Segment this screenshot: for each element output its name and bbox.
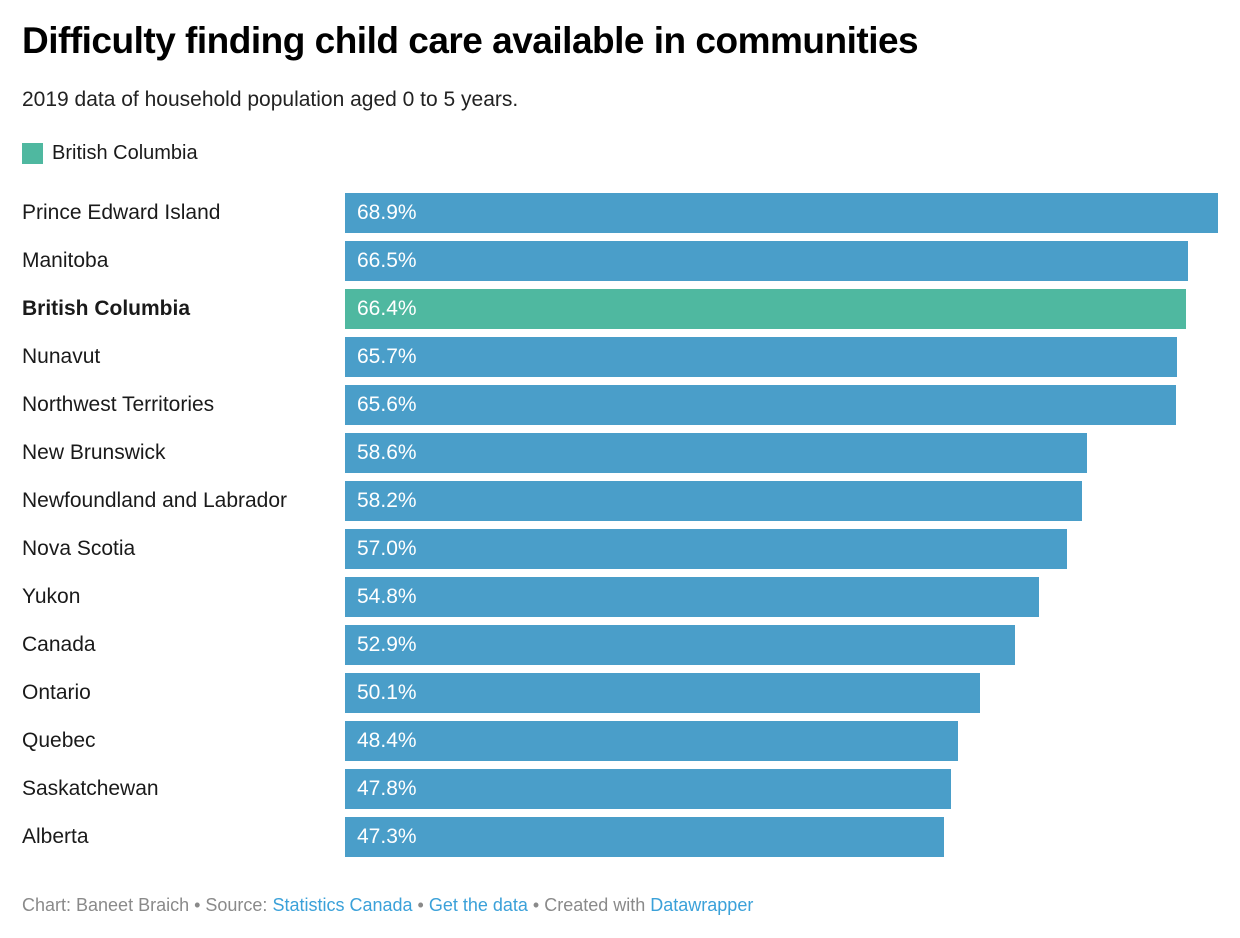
bar-track: 47.3%	[345, 816, 1218, 857]
value-label: 54.8%	[357, 584, 417, 608]
value-label: 66.5%	[357, 248, 417, 272]
chart-title: Difficulty finding child care available …	[22, 20, 919, 61]
bar-row: British Columbia 66.4%	[22, 288, 1218, 329]
legend: British Columbia	[22, 142, 1218, 165]
bar[interactable]: 65.6%	[345, 384, 1177, 425]
bar[interactable]: 47.8%	[345, 768, 951, 809]
bar[interactable]: 65.7%	[345, 336, 1178, 377]
value-label: 47.8%	[357, 776, 417, 800]
bar[interactable]: 68.9%	[345, 192, 1218, 233]
bar-track: 58.2%	[345, 480, 1218, 521]
bar[interactable]: 47.3%	[345, 816, 945, 857]
category-label: Ontario	[22, 680, 91, 704]
value-label: 50.1%	[357, 680, 417, 704]
bar-row: Ontario 50.1%	[22, 672, 1218, 713]
bar-track: 54.8%	[345, 576, 1218, 617]
category-label: Northwest Territories	[22, 392, 215, 416]
value-label: 68.9%	[357, 200, 417, 224]
footer-created-with: • Created with	[527, 894, 651, 915]
value-label: 48.4%	[357, 728, 417, 752]
bar-row: Northwest Territories 65.6%	[22, 384, 1218, 425]
bar-row: New Brunswick 58.6%	[22, 432, 1218, 473]
bar-row: Prince Edward Island 68.9%	[22, 192, 1218, 233]
datawrapper-link[interactable]: Datawrapper	[650, 894, 754, 915]
bar-row: Nunavut 65.7%	[22, 336, 1218, 377]
bar[interactable]: 66.4%	[345, 288, 1187, 329]
bar-track: 66.5%	[345, 240, 1218, 281]
legend-label: British Columbia	[52, 141, 198, 164]
value-label: 66.4%	[357, 296, 417, 320]
bar-row: Canada 52.9%	[22, 624, 1218, 665]
category-label: Manitoba	[22, 248, 109, 272]
bar-track: 58.6%	[345, 432, 1218, 473]
category-label: Prince Edward Island	[22, 200, 221, 224]
value-label: 58.6%	[357, 440, 417, 464]
value-label: 65.7%	[357, 344, 417, 368]
get-the-data-link[interactable]: Get the data	[428, 894, 528, 915]
bar[interactable]: 54.8%	[345, 576, 1040, 617]
bar-row: Alberta 47.3%	[22, 816, 1218, 857]
bar-track: 47.8%	[345, 768, 1218, 809]
category-label: Nova Scotia	[22, 536, 136, 560]
bar[interactable]: 50.1%	[345, 672, 980, 713]
bar-row: Quebec 48.4%	[22, 720, 1218, 761]
bar[interactable]: 58.6%	[345, 432, 1088, 473]
bar[interactable]: 66.5%	[345, 240, 1188, 281]
footer-credit: Chart: Baneet Braich • Source: Statistic…	[22, 895, 1218, 916]
footer-separator-1: •	[412, 894, 429, 915]
bar-row: Yukon 54.8%	[22, 576, 1218, 617]
bar-track: 57.0%	[345, 528, 1218, 569]
category-label: British Columbia	[22, 296, 191, 320]
value-label: 52.9%	[357, 632, 417, 656]
legend-swatch-icon	[22, 142, 43, 164]
bar-row: Newfoundland and Labrador 58.2%	[22, 480, 1218, 521]
bar-track: 50.1%	[345, 672, 1218, 713]
bar[interactable]: 57.0%	[345, 528, 1068, 569]
bar-track: 48.4%	[345, 720, 1218, 761]
bar-track: 65.7%	[345, 336, 1218, 377]
bar[interactable]: 52.9%	[345, 624, 1016, 665]
bar[interactable]: 58.2%	[345, 480, 1083, 521]
bar-track: 65.6%	[345, 384, 1218, 425]
chart-subtitle: 2019 data of household population aged 0…	[22, 87, 519, 111]
source-link[interactable]: Statistics Canada	[272, 894, 413, 915]
category-label: Canada	[22, 632, 96, 656]
category-label: Saskatchewan	[22, 776, 159, 800]
category-label: Yukon	[22, 584, 81, 608]
bar-chart: Prince Edward Island 68.9% Manitoba 66.5% Br…	[22, 192, 1218, 857]
value-label: 65.6%	[357, 392, 417, 416]
bar-row: Nova Scotia 57.0%	[22, 528, 1218, 569]
bar-track: 68.9%	[345, 192, 1218, 233]
category-label: Nunavut	[22, 344, 101, 368]
category-label: Quebec	[22, 728, 96, 752]
bar-row: Saskatchewan 47.8%	[22, 768, 1218, 809]
value-label: 47.3%	[357, 824, 417, 848]
bar-row: Manitoba 66.5%	[22, 240, 1218, 281]
category-label: New Brunswick	[22, 440, 166, 464]
value-label: 57.0%	[357, 536, 417, 560]
bar-track: 52.9%	[345, 624, 1218, 665]
value-label: 58.2%	[357, 488, 417, 512]
footer-credit-prefix: Chart: Baneet Braich • Source:	[22, 894, 273, 915]
bar[interactable]: 48.4%	[345, 720, 959, 761]
bar-track: 66.4%	[345, 288, 1218, 329]
category-label: Newfoundland and Labrador	[22, 488, 288, 512]
category-label: Alberta	[22, 824, 89, 848]
